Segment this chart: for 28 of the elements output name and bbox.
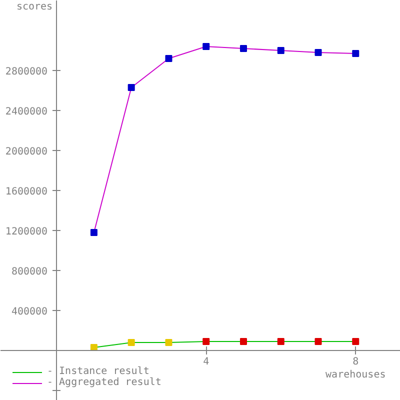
point (128, 84, 135, 91)
y-tick-label: 2000000 (5, 146, 48, 158)
legend-label: - Aggregated result (47, 377, 162, 388)
point (352, 50, 360, 57)
y-tick-label: 2400000 (5, 106, 48, 118)
point (202, 43, 210, 50)
point (128, 339, 135, 346)
y-tick-label: 1600000 (5, 186, 48, 198)
y-tick-label: 1200000 (5, 226, 48, 238)
y-tick-label: 400000 (11, 306, 48, 318)
x-tick-label: 4 (203, 356, 210, 368)
point (277, 47, 284, 54)
point (240, 338, 247, 345)
point (240, 45, 247, 52)
point (165, 339, 172, 346)
y-tick-label: 2800000 (5, 66, 48, 78)
point (314, 49, 322, 56)
x-tick-label: 8 (352, 356, 359, 368)
y-axis-title: scores (16, 2, 53, 12)
point (352, 338, 360, 345)
point (202, 338, 210, 345)
point (90, 229, 98, 236)
point (165, 55, 172, 62)
y-tick-label: 800000 (11, 266, 48, 278)
x-axis-title: warehouses (326, 370, 386, 380)
point (277, 338, 284, 345)
point (314, 338, 322, 345)
legend-label: - Instance result (47, 366, 150, 377)
